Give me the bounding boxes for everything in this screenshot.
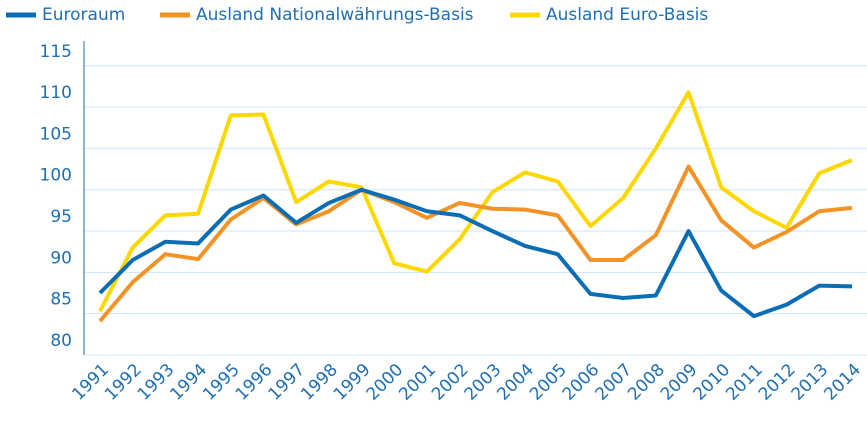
x-tick-label: 2013 (788, 360, 833, 405)
y-tick-label: 90 (50, 248, 72, 268)
x-tick-label: 1999 (330, 360, 375, 405)
x-tick-label: 2007 (591, 360, 636, 405)
y-tick-label: 115 (40, 42, 72, 62)
x-tick-label: 2014 (820, 360, 865, 405)
x-tick-label: 2002 (428, 360, 473, 405)
x-tick-label: 2003 (461, 360, 506, 405)
x-tick-label: 2004 (493, 360, 538, 405)
x-tick-label: 1993 (134, 360, 179, 405)
x-tick-label: 2012 (755, 360, 800, 405)
series-line (98, 90, 853, 313)
x-tick-label: 1996 (232, 360, 277, 405)
x-tick-label: 2005 (526, 360, 571, 405)
x-tick-label: 2001 (395, 360, 440, 405)
x-tick-label: 1991 (68, 360, 113, 405)
x-tick-label: 2011 (722, 360, 767, 405)
x-tick-label: 1994 (166, 360, 211, 405)
x-tick-label: 2006 (559, 360, 604, 405)
x-tick-label: 1992 (101, 360, 146, 405)
legend-label: Ausland Nationalwährungs-Basis (196, 5, 474, 25)
x-tick-label: 1995 (199, 360, 244, 405)
series-line (98, 187, 853, 319)
y-tick-label: 100 (40, 166, 72, 186)
y-tick-label: 95 (50, 207, 72, 227)
series-line (98, 164, 853, 323)
x-tick-label: 2000 (363, 360, 408, 405)
x-tick-label: 1998 (297, 360, 342, 405)
legend-label: Ausland Euro-Basis (546, 5, 708, 25)
y-tick-label: 110 (40, 83, 72, 103)
x-tick-label: 2010 (690, 360, 735, 405)
x-tick-label: 2008 (624, 360, 669, 405)
y-tick-label: 105 (40, 124, 72, 144)
x-tick-label: 2009 (657, 360, 702, 405)
legend-label: Euroraum (42, 5, 125, 25)
x-tick-label: 1997 (265, 360, 310, 405)
y-tick-label: 80 (50, 331, 72, 351)
y-tick-label: 85 (50, 290, 72, 310)
